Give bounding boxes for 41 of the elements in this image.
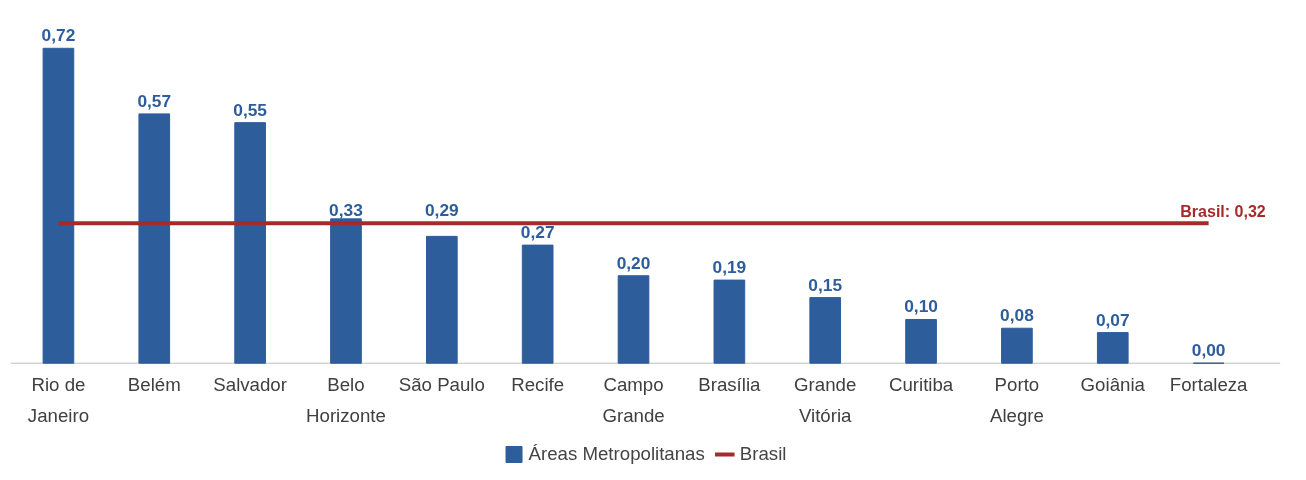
data-label: 0,27: [520, 222, 555, 243]
legend-label: Áreas Metropolitanas: [528, 443, 705, 465]
data-label: 0,15: [808, 274, 843, 295]
x-tick-label: Recife: [511, 373, 565, 395]
data-label: 0,29: [424, 200, 459, 221]
x-tick-label: Fortaleza: [1169, 373, 1249, 395]
data-label: 0,10: [904, 296, 938, 317]
data-label: 0,57: [137, 90, 172, 111]
bar: [1001, 327, 1033, 364]
data-label: 0,00: [1191, 340, 1226, 361]
bar: [138, 113, 171, 364]
annotation: Brasil: 0,32: [1180, 202, 1266, 220]
bar: [809, 297, 842, 364]
bar: [617, 275, 650, 364]
bar: [521, 244, 554, 364]
data-label: 0,19: [712, 257, 747, 278]
bar: [234, 122, 266, 364]
x-tick-label: Grande Vitória: [794, 373, 857, 427]
x-tick-label: Campo Grande: [602, 373, 665, 427]
x-tick-label: Salvador: [213, 373, 287, 395]
x-tick-label: Porto Alegre: [989, 373, 1044, 427]
x-tick-label: São Paulo: [398, 373, 485, 395]
x-tick-label: Curitiba: [888, 373, 954, 395]
data-label: 0,55: [233, 99, 268, 120]
bar: [425, 235, 458, 364]
x-tick-label: Goiânia: [1080, 373, 1146, 395]
legend-label: Brasil: [739, 443, 787, 465]
bar: [42, 47, 75, 364]
data-label: 0,33: [329, 200, 364, 221]
bar: [1096, 332, 1129, 364]
data-label: 0,08: [1000, 305, 1035, 326]
data-label: 0,72: [41, 25, 76, 46]
x-tick-label: Belém: [127, 373, 181, 395]
bar: [330, 218, 362, 364]
bar: [905, 318, 937, 364]
x-tick-label: Belo Horizonte: [306, 373, 386, 427]
data-label: 0,20: [616, 252, 651, 273]
data-label: 0,07: [1095, 309, 1130, 330]
bar: [713, 279, 746, 364]
x-tick-label: Rio de Janeiro: [27, 373, 90, 427]
x-tick-label: Brasília: [698, 373, 762, 395]
